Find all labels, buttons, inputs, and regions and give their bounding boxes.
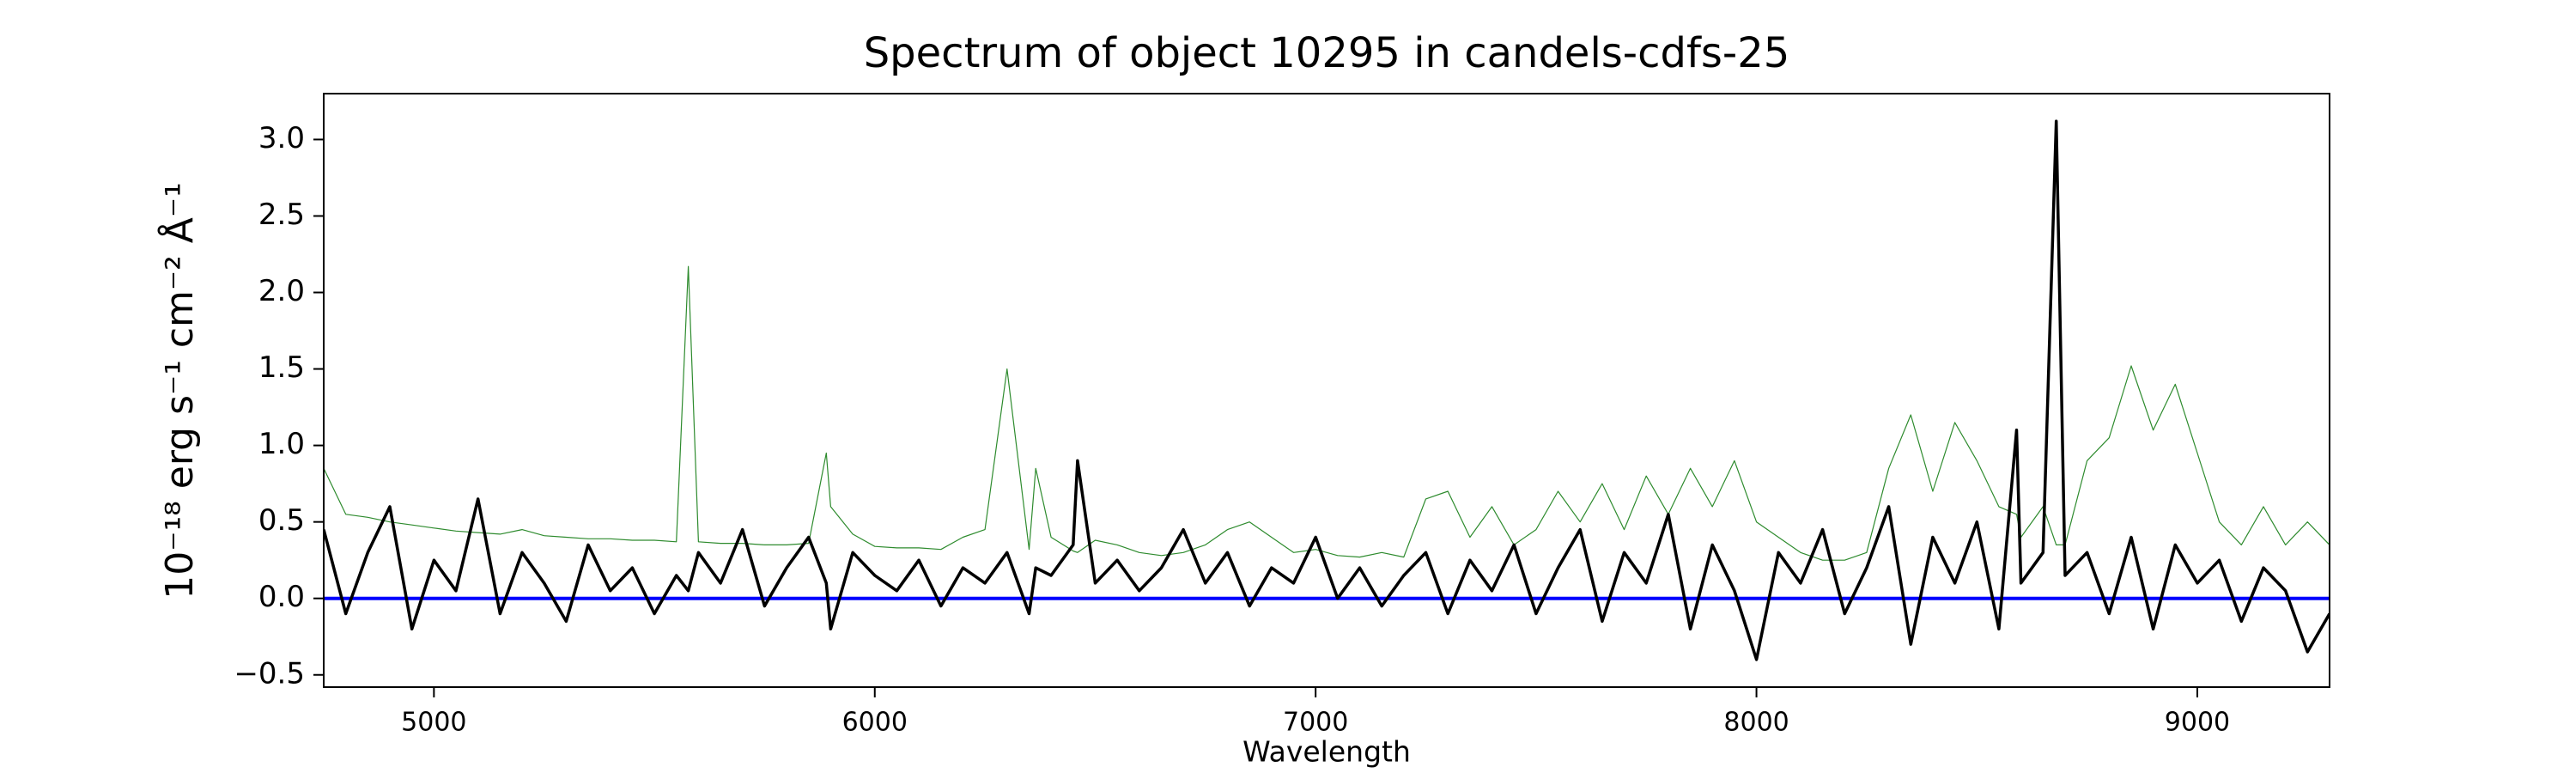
- chart-title: Spectrum of object 10295 in candels-cdfs…: [864, 29, 1790, 77]
- x-tick-label: 6000: [842, 708, 908, 738]
- spectrum-line: [324, 265, 2330, 561]
- x-axis-label: Wavelength: [1242, 735, 1411, 769]
- x-tick-label: 7000: [1283, 708, 1348, 738]
- y-tick-label: 3.0: [258, 121, 305, 155]
- y-tick-label: 1.0: [258, 427, 305, 461]
- x-tick-label: 5000: [401, 708, 466, 738]
- x-tick-label: 9000: [2165, 708, 2230, 738]
- y-tick-label: 2.0: [258, 274, 305, 308]
- y-axis-label: 10⁻¹⁸ erg s⁻¹ cm⁻² Å⁻¹: [156, 182, 202, 599]
- spectrum-line: [324, 119, 2330, 661]
- y-tick-label: 1.5: [258, 350, 305, 385]
- y-tick-label: 2.5: [258, 198, 305, 232]
- y-tick-label: 0.0: [258, 580, 305, 614]
- plot-frame: [323, 93, 2330, 688]
- x-tick-label: 8000: [1723, 708, 1789, 738]
- y-tick-label: 0.5: [258, 503, 305, 538]
- y-tick-label: −0.5: [234, 656, 305, 691]
